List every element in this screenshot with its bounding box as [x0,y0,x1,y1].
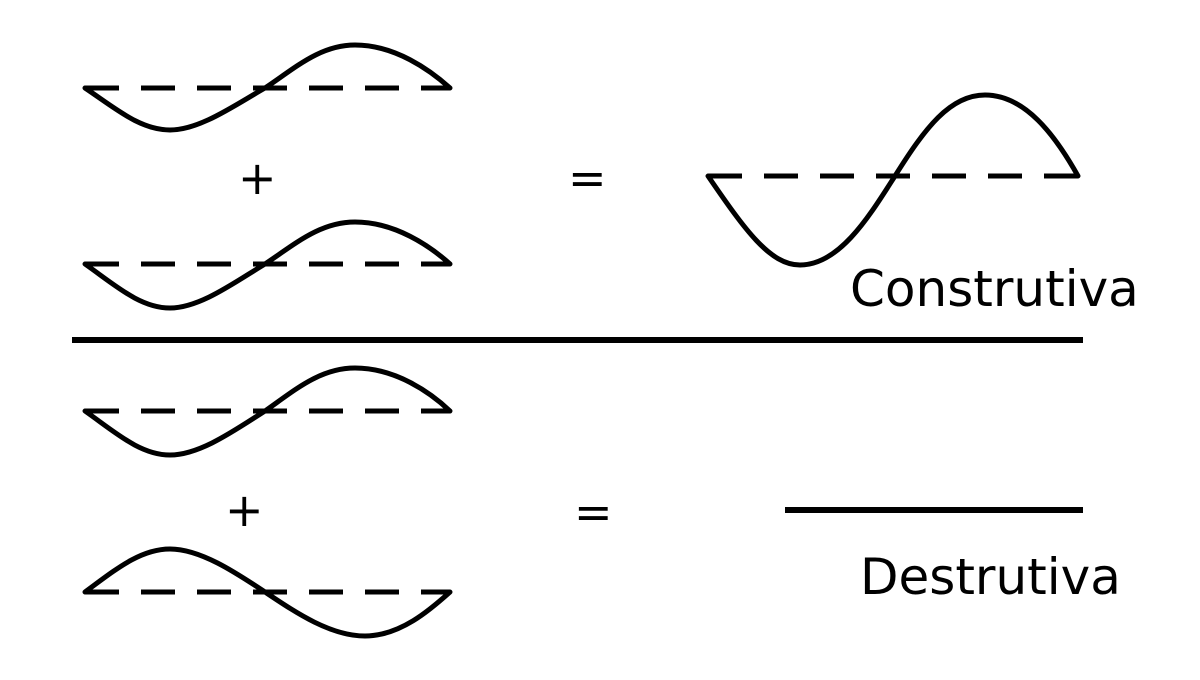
wave-curve [82,42,453,133]
wave-curve [82,219,453,311]
equals-sign: = [568,151,607,205]
plus-sign: + [225,483,264,537]
constructive-section: + = Construtiva [82,42,1139,318]
wave-curve [82,546,453,639]
destructive-input-wave-2 [82,546,453,639]
destructive-label: Destrutiva [860,548,1121,606]
constructive-label: Construtiva [850,260,1139,318]
plus-sign: + [238,151,277,205]
constructive-result-wave [705,92,1081,268]
destructive-section: + = Destrutiva [82,365,1121,639]
destructive-input-wave-1 [82,365,453,458]
equals-sign: = [574,485,613,539]
wave-curve [705,92,1081,268]
constructive-input-wave-2 [82,219,453,311]
constructive-input-wave-1 [82,42,453,133]
wave-curve [82,365,453,458]
